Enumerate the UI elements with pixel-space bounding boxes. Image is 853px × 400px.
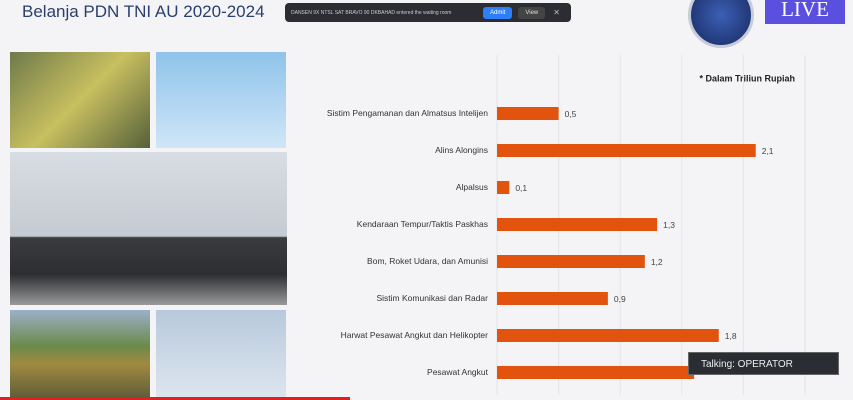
data-label: 0,5 [565,109,577,119]
data-label: 1,8 [725,331,737,341]
data-label: 1,2 [651,257,663,267]
logo [688,0,754,48]
bar [497,255,645,268]
category-label: Sistim Pengamanan dan Almatsus Intelijen [327,108,488,118]
bar [497,329,719,342]
annotation: * Dalam Triliun Rupiah [699,73,795,83]
view-button[interactable]: View [518,6,546,19]
bar [497,218,658,231]
admit-button[interactable]: Admit [483,6,513,19]
notice-text: DANSEN 9X NTSL SAT BRAVO 90 DKBAHAD ente… [291,9,452,16]
progress-bar [0,397,350,400]
photo [156,52,286,148]
waiting-room-notice: DANSEN 9X NTSL SAT BRAVO 90 DKBAHAD ente… [285,3,571,22]
bar [497,144,756,157]
data-label: 0,1 [515,183,527,193]
photo [10,152,287,305]
data-label: 2,1 [762,146,774,156]
data-label: 1,3 [663,220,675,230]
category-label: Bom, Roket Udara, dan Amunisi [367,256,488,266]
category-label: Kendaraan Tempur/Taktis Paskhas [357,219,488,229]
bar [497,107,559,120]
photo [156,310,286,400]
live-badge: LIVE [765,0,845,24]
bar [497,181,510,194]
category-label: Alpalsus [456,182,488,192]
category-label: Sistim Komunikasi dan Radar [377,293,489,303]
data-label: 0,9 [614,294,626,304]
bar [497,292,608,305]
close-button[interactable]: ✕ [553,8,560,17]
photo [10,310,150,400]
talking-indicator: Talking: OPERATOR [688,352,839,375]
category-label: Harwat Pesawat Angkut dan Helikopter [341,330,489,340]
bar [497,366,695,379]
photo [10,52,150,148]
category-label: Pesawat Angkut [427,367,489,377]
slide-title: Belanja PDN TNI AU 2020-2024 [22,2,265,21]
category-label: Alins Alongins [435,145,488,155]
